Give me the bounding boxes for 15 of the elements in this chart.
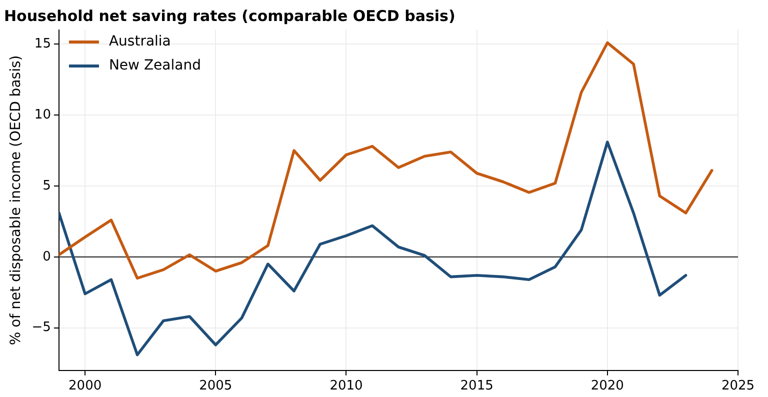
- legend-label: Australia: [108, 34, 171, 50]
- legend-label: New Zealand: [108, 58, 201, 74]
- x-tick-label: 2000: [68, 378, 102, 394]
- y-tick-label: 5: [42, 178, 51, 194]
- y-tick-label: 0: [42, 249, 51, 264]
- x-tick-label: 2020: [590, 378, 624, 394]
- chart-title: Household net saving rates (comparable OECD basis): [4, 6, 456, 25]
- x-tick-label: 2010: [330, 378, 363, 394]
- y-tick-label: −5: [32, 320, 51, 336]
- y-axis-title: % of net disposable income (OECD basis): [8, 55, 24, 346]
- y-tick-label: 15: [34, 36, 51, 52]
- x-tick-label: 2005: [199, 378, 232, 394]
- x-tick-label: 2015: [460, 378, 494, 394]
- x-tick-label: 2025: [721, 378, 755, 394]
- y-tick-label: 10: [34, 107, 51, 122]
